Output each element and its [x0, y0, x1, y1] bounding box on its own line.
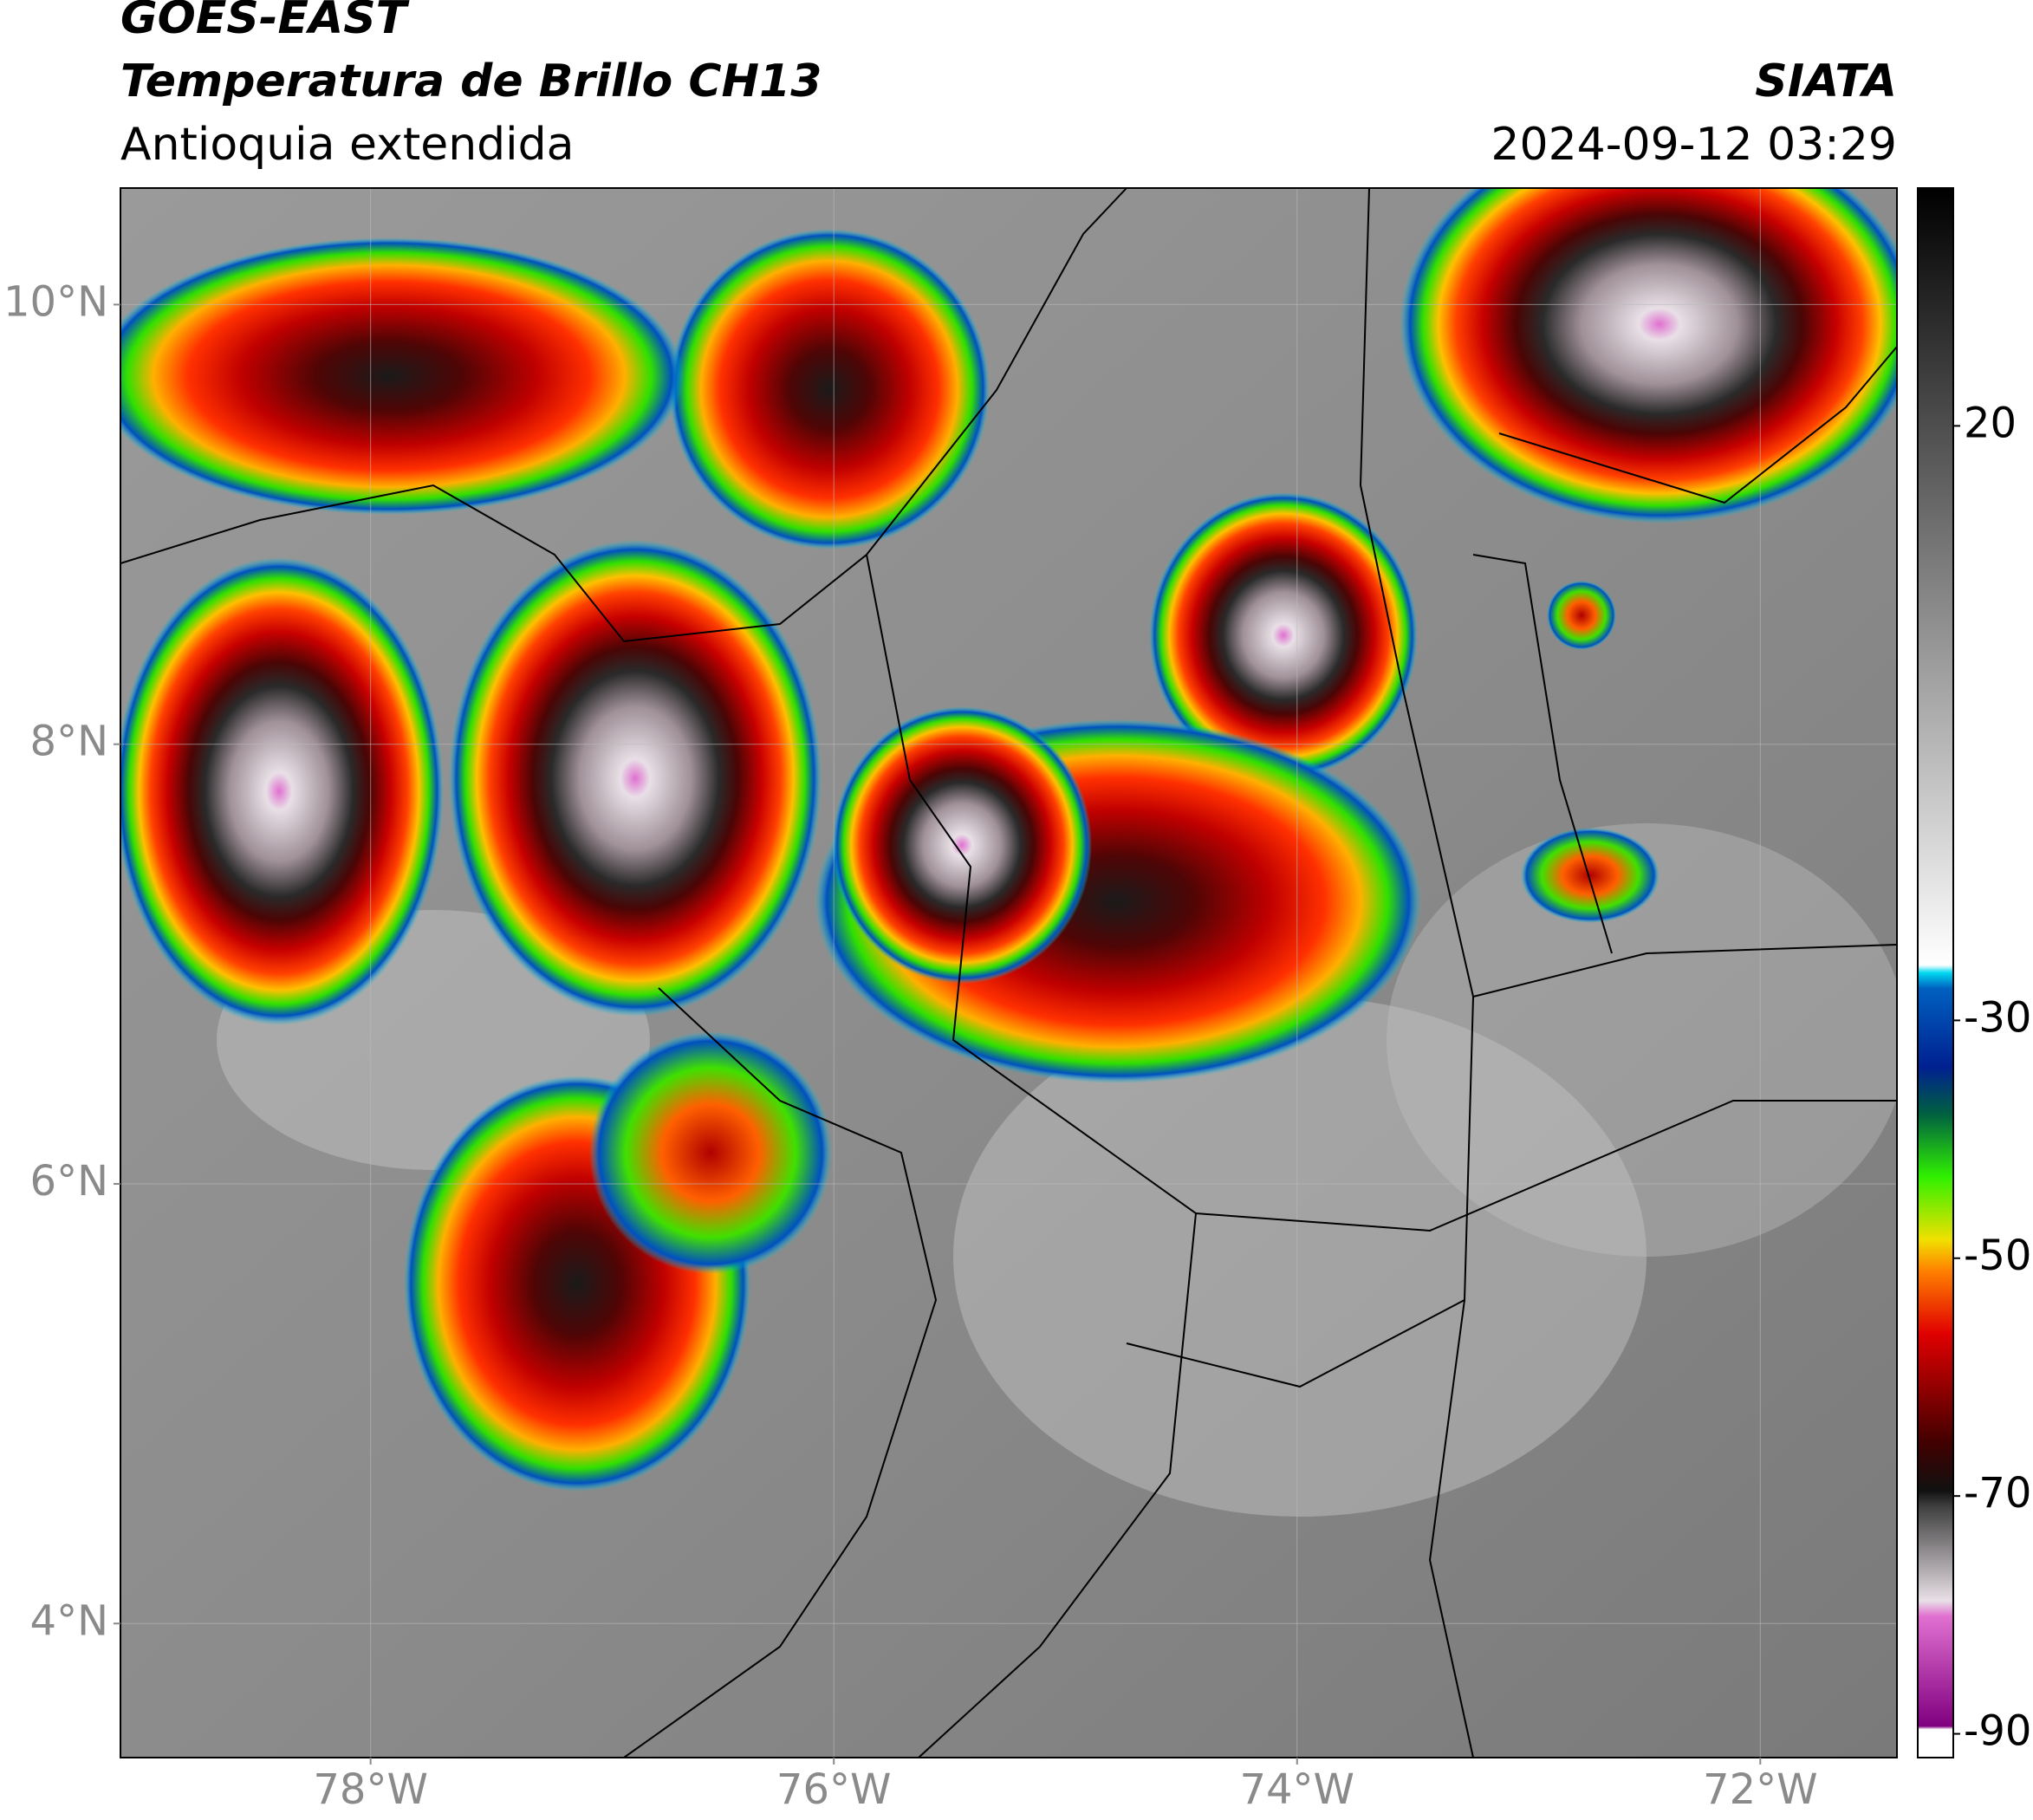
colorbar-tick-label: -90 [1964, 1707, 2031, 1756]
storm [1521, 828, 1660, 923]
x-tick-label: 78°W [313, 1765, 428, 1814]
storm [120, 557, 444, 1025]
x-tick-label: 74°W [1239, 1765, 1354, 1814]
map [120, 188, 1897, 1758]
colorbar-tick-label: -70 [1964, 1469, 2031, 1518]
cloud [953, 997, 1647, 1517]
border [1472, 554, 1613, 954]
border [1195, 1100, 1897, 1232]
subtitle: Temperatura de Brillo CH13 [120, 55, 822, 107]
colorbar [1917, 187, 1954, 1758]
x-tick-label: 76°W [776, 1765, 892, 1814]
storm [1149, 492, 1418, 778]
border [1498, 346, 1897, 504]
colorbar-tick-label: 20 [1964, 399, 2017, 447]
source: SIATA [1755, 55, 1897, 107]
x-tick-label: 72°W [1703, 1765, 1818, 1814]
border [1472, 944, 1897, 998]
storm [669, 229, 990, 549]
storm [832, 706, 1092, 984]
datetime: 2024-09-12 03:29 [1491, 119, 1897, 171]
colorbar-ticks: -90 -70 -50 -30 20 [1953, 399, 2031, 1756]
y-tick-label: 8°N [30, 718, 108, 766]
y-tick-label: 4°N [30, 1596, 108, 1645]
storm [1547, 581, 1616, 650]
axes: 78°W 76°W 74°W 72°W 4°N 6°N 8°N 10°N [3, 277, 1818, 1814]
title: GOES-EAST [120, 0, 410, 44]
y-tick-label: 10°N [3, 277, 108, 326]
y-tick-label: 6°N [30, 1157, 108, 1206]
border [120, 188, 1127, 643]
border [623, 987, 938, 1758]
border [1126, 1299, 1465, 1388]
border [866, 554, 1198, 1758]
colorbar-tick-label: -30 [1964, 993, 2031, 1042]
storm [120, 237, 684, 515]
storm [1400, 188, 1897, 523]
grid [120, 188, 1897, 1758]
borders [120, 188, 1897, 1758]
storm [449, 540, 822, 1017]
map-frame [120, 187, 1898, 1758]
storm [589, 1031, 832, 1274]
cloud [1387, 823, 1897, 1257]
region: Antioquia extendida [120, 119, 575, 171]
colorbar-tick-label: -50 [1964, 1232, 2031, 1280]
